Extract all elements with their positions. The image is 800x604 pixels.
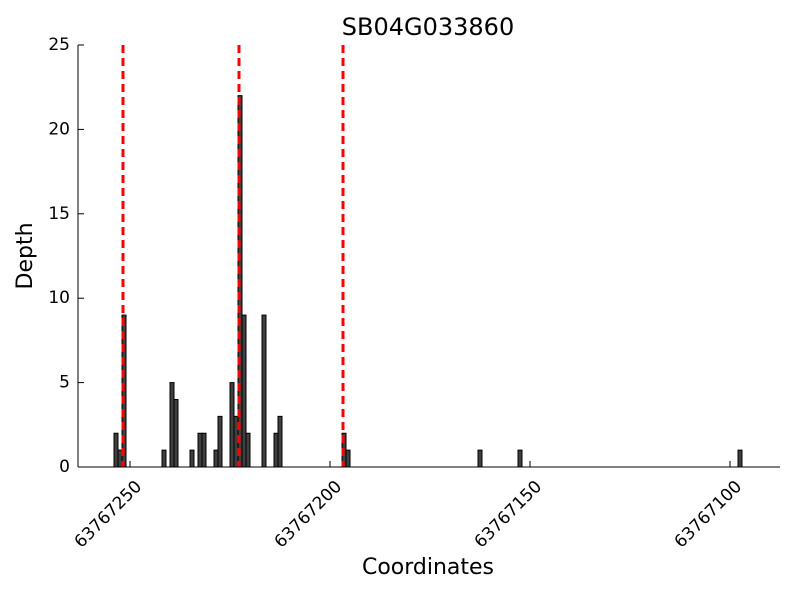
y-tick-label: 25 bbox=[48, 35, 70, 55]
bar bbox=[117, 449, 123, 468]
bar bbox=[229, 382, 235, 468]
bar bbox=[261, 314, 267, 468]
bar bbox=[477, 449, 483, 468]
bar bbox=[277, 415, 283, 468]
y-tick-label: 5 bbox=[59, 373, 70, 393]
y-tick-label: 15 bbox=[48, 204, 70, 224]
bar bbox=[233, 415, 239, 468]
bar bbox=[273, 432, 279, 468]
bar bbox=[173, 398, 179, 468]
bar bbox=[213, 449, 219, 468]
chart-title: SB04G033860 bbox=[342, 13, 514, 41]
y-axis-label: Depth bbox=[13, 222, 38, 289]
x-tick-label: 63767150 bbox=[471, 477, 546, 552]
x-tick-label: 63767100 bbox=[671, 477, 746, 552]
bar bbox=[161, 449, 167, 468]
bar bbox=[217, 415, 223, 468]
bar bbox=[345, 449, 351, 468]
bar bbox=[737, 449, 743, 468]
x-axis-label: Coordinates bbox=[362, 555, 494, 580]
bar bbox=[241, 314, 247, 468]
bar bbox=[197, 432, 203, 468]
bar bbox=[113, 432, 119, 468]
bar bbox=[245, 432, 251, 468]
y-tick-label: 20 bbox=[48, 119, 70, 139]
bar bbox=[189, 449, 195, 468]
x-tick-label: 63767250 bbox=[71, 477, 146, 552]
bar bbox=[517, 449, 523, 468]
bar bbox=[169, 382, 175, 468]
y-tick-label: 0 bbox=[59, 457, 70, 477]
x-tick-label: 63767200 bbox=[271, 477, 346, 552]
y-tick-label: 10 bbox=[48, 288, 70, 308]
bar bbox=[201, 432, 207, 468]
